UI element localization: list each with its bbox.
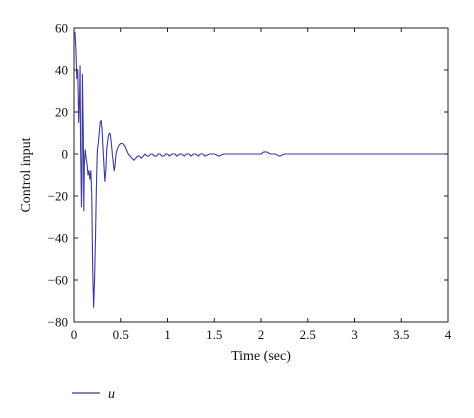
- x-tick-label: 1: [164, 327, 171, 342]
- x-tick-label: 0: [71, 327, 78, 342]
- y-tick-label: 40: [55, 63, 68, 78]
- legend: u: [72, 387, 115, 402]
- x-axis-label: Time (sec): [231, 349, 291, 364]
- series-line-u: [73, 31, 448, 308]
- y-tick-label: −20: [48, 189, 68, 204]
- y-tick-label: 60: [55, 21, 68, 36]
- x-tick-label: 2: [258, 327, 265, 342]
- x-tick-label: 2.5: [300, 327, 316, 342]
- y-tick-label: −80: [48, 315, 68, 330]
- x-tick-label: 4: [445, 327, 452, 342]
- x-tick-label: 0.5: [113, 327, 129, 342]
- legend-label-u: u: [108, 387, 115, 402]
- x-tick-label: 3: [351, 327, 358, 342]
- y-tick-label: 20: [55, 105, 68, 120]
- y-tick-label: 0: [62, 147, 69, 162]
- y-tick-label: −40: [48, 231, 68, 246]
- x-tick-label: 3.5: [393, 327, 409, 342]
- x-tick-label: 1.5: [206, 327, 222, 342]
- y-axis-label: Control input: [19, 137, 34, 212]
- y-tick-label: −60: [48, 273, 68, 288]
- plot-frame: [73, 27, 449, 323]
- axis-ticks: 0 0.5 1 1.5 2 2.5 3 3.5 4 −80 −60 −40 −20 0 20 40 60: [48, 21, 452, 343]
- plot-area: [73, 27, 449, 323]
